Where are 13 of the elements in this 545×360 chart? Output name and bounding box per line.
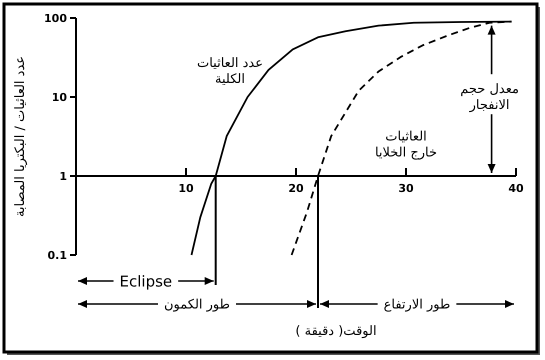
x-tick-label: 40 — [508, 182, 524, 195]
y-tick-label: 100 — [44, 12, 68, 25]
y-tick-label: 10 — [52, 91, 68, 104]
x-tick-label: 10 — [178, 182, 194, 195]
y-tick-label: 1 — [59, 170, 67, 183]
x-tick-label: 20 — [288, 182, 304, 195]
x-tick-label: 30 — [398, 182, 414, 195]
annotation: العاثيات خارج الخلايا — [374, 130, 438, 161]
annotation: عدد العاثيات الكلية — [196, 56, 264, 88]
x-axis-title: الوقت( دقيقة ) — [295, 324, 377, 339]
y-tick-label: 0.1 — [48, 249, 67, 262]
annotation: معدل حجم الانفجار — [460, 82, 519, 114]
y-axis-title: عدد العاثيات / البكتريا المصابة — [13, 56, 28, 218]
